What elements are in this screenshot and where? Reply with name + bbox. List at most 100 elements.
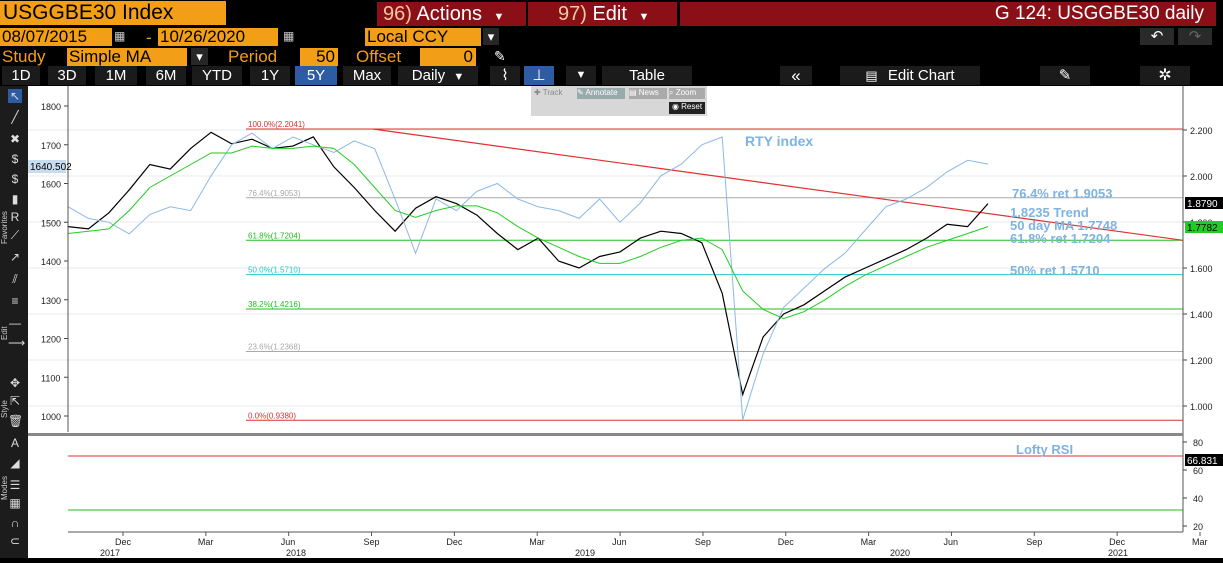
grid-icon[interactable]: ▦: [9, 496, 21, 510]
news-button[interactable]: ▤ News: [629, 88, 667, 99]
edit-number: 97): [558, 3, 587, 25]
lines-icon[interactable]: ☰: [9, 478, 21, 492]
right-axis-tick-label: 1.000: [1190, 402, 1213, 412]
start-date-field[interactable]: 08/07/2015: [0, 28, 112, 46]
period-6m-button[interactable]: 6M: [146, 66, 186, 85]
zoom-label: Zoom: [675, 88, 697, 97]
end-date-field[interactable]: 10/26/2020: [158, 28, 278, 46]
move-icon[interactable]: ✥: [9, 376, 21, 390]
gear-icon[interactable]: ✲: [1140, 66, 1190, 85]
ret618-annotation: 61.8% ret 1.7204: [1010, 231, 1111, 246]
period-5y-button[interactable]: 5Y: [295, 66, 337, 85]
left-last-value: 1640.502: [30, 162, 72, 173]
delete-drawing-icon[interactable]: ✖: [9, 132, 21, 146]
hline-tool-icon[interactable]: —: [9, 316, 21, 330]
edit-chart-button[interactable]: ▤ Edit Chart: [840, 66, 980, 85]
calendar-icon[interactable]: ▦: [114, 29, 126, 43]
trend-tool-icon[interactable]: ⟋: [10, 228, 20, 242]
annotate-button[interactable]: ✎ Annotate: [577, 88, 625, 99]
text-tool-icon[interactable]: A: [10, 436, 19, 450]
line-chart-icon[interactable]: ⌇: [490, 66, 520, 85]
style-tab[interactable]: Style: [0, 400, 9, 418]
modes-tab[interactable]: Modes: [0, 475, 9, 500]
fib-tool-icon[interactable]: ≡: [11, 294, 19, 308]
right-axis-tick-label: 2.000: [1190, 172, 1213, 182]
mode-icon[interactable]: ⊂: [9, 534, 21, 548]
frequency-dropdown[interactable]: Daily ▼: [398, 66, 478, 85]
undo-icon[interactable]: ↶: [1140, 28, 1174, 45]
ruler-icon[interactable]: R: [10, 210, 20, 224]
period-field[interactable]: 50: [300, 48, 338, 66]
bar-chart-icon[interactable]: ⊥: [524, 66, 554, 85]
ma-last-value-tag: [1185, 221, 1223, 233]
price-series-line: [67, 131, 989, 397]
track-button[interactable]: ✚ Track: [534, 88, 563, 97]
magnet-icon[interactable]: ∩: [10, 516, 20, 530]
select-icon[interactable]: ⇱: [9, 394, 21, 408]
chevron-down-icon: ▾: [483, 28, 499, 45]
ma-annotation: 50 day MA 1.7748: [1010, 218, 1117, 233]
calendar-icon[interactable]: ▦: [283, 29, 295, 43]
x-axis-tick-label: Mar: [198, 537, 214, 547]
rsi-last-value-tag: [1185, 454, 1223, 466]
reset-button[interactable]: ◉ Reset: [669, 102, 705, 114]
track-label: Track: [542, 88, 563, 97]
currency-value: Local CCY: [365, 28, 481, 46]
date-range-bar: 08/07/2015 ▦ - 10/26/2020 ▦ Local CCY ▾ …: [0, 27, 1223, 47]
offset-field[interactable]: 0: [420, 48, 476, 66]
favorite-tool-icon[interactable]: ▮: [11, 192, 19, 206]
brush-icon[interactable]: ◢: [10, 456, 20, 470]
chevron-down-icon[interactable]: ▼: [566, 66, 596, 85]
period-ytd-button[interactable]: YTD: [192, 66, 242, 85]
trash-icon[interactable]: 🗑: [8, 414, 24, 428]
period-3d-button[interactable]: 3D: [48, 66, 86, 85]
multi-currency-icon[interactable]: $: [11, 172, 19, 186]
study-label: Study: [2, 47, 46, 66]
right-axis-tick-label: 1.400: [1190, 310, 1213, 320]
window-title: G 124: USGGBE30 daily: [680, 2, 1216, 26]
left-axis-tick-label: 1100: [41, 373, 60, 383]
edit-tab[interactable]: Edit: [0, 326, 9, 340]
period-1m-button[interactable]: 1M: [95, 66, 137, 85]
left-axis-tick-label: 1200: [41, 335, 61, 345]
x-axis-year-label: 2018: [286, 548, 306, 558]
currency-icon[interactable]: $: [11, 152, 19, 166]
pen-icon[interactable]: ✎: [494, 48, 506, 64]
x-axis-tick-label: Sep: [695, 537, 711, 547]
line-tool-icon[interactable]: ╱: [11, 110, 19, 124]
trend-annotation: 1.8235 Trend: [1010, 205, 1089, 220]
x-axis-year-label: 2017: [100, 548, 120, 558]
x-axis-tick-label: Sep: [1026, 537, 1042, 547]
actions-menu-button[interactable]: 96) Actions ▼: [377, 2, 526, 26]
study-name-field[interactable]: Simple MA: [67, 48, 187, 66]
period-max-button[interactable]: Max: [343, 66, 391, 85]
favorites-tab[interactable]: Favorites: [0, 211, 9, 244]
price-chart[interactable]: 100.0%(2.2041) 76.4%(1.9053) 61.8%(1.7204)…: [28, 86, 1223, 558]
collapse-icon[interactable]: «: [780, 66, 812, 85]
news-label: News: [638, 88, 659, 97]
ray-tool-icon[interactable]: ↗: [9, 250, 21, 264]
grid-lines: [28, 129, 1183, 407]
chevron-down-icon[interactable]: ▾: [191, 48, 208, 65]
table-button[interactable]: Table: [602, 66, 692, 85]
period-1d-button[interactable]: 1D: [2, 66, 40, 85]
ticker-title[interactable]: USGGBE30 Index: [0, 1, 226, 25]
edit-menu-button[interactable]: 97) Edit ▼: [528, 2, 677, 26]
series-lines: [67, 131, 989, 421]
channel-tool-icon[interactable]: ⫽: [12, 272, 18, 286]
currency-dropdown[interactable]: Local CCY ▾: [365, 28, 499, 46]
rty-series-line: [67, 132, 989, 421]
x-axis-tick-label: Jun: [612, 537, 627, 547]
x-axis-tick-label: Mar: [529, 537, 545, 547]
panel-divider[interactable]: [28, 433, 1183, 436]
chart-area[interactable]: 100.0%(2.2041) 76.4%(1.9053) 61.8%(1.7204)…: [28, 86, 1223, 558]
rsi-axis-tick-label: 20: [1193, 522, 1203, 532]
redo-icon[interactable]: ↷: [1178, 28, 1212, 45]
zoom-button[interactable]: ⌕ Zoom: [669, 88, 705, 99]
period-1y-button[interactable]: 1Y: [250, 66, 290, 85]
cursor-icon[interactable]: ↖: [8, 89, 22, 103]
pencil-settings-icon[interactable]: ✎: [1040, 66, 1090, 85]
edit-label: Edit: [592, 3, 627, 25]
arrow-tool-icon[interactable]: ⟶: [8, 336, 26, 350]
fib-level-label: 61.8%(1.7204): [248, 231, 301, 240]
